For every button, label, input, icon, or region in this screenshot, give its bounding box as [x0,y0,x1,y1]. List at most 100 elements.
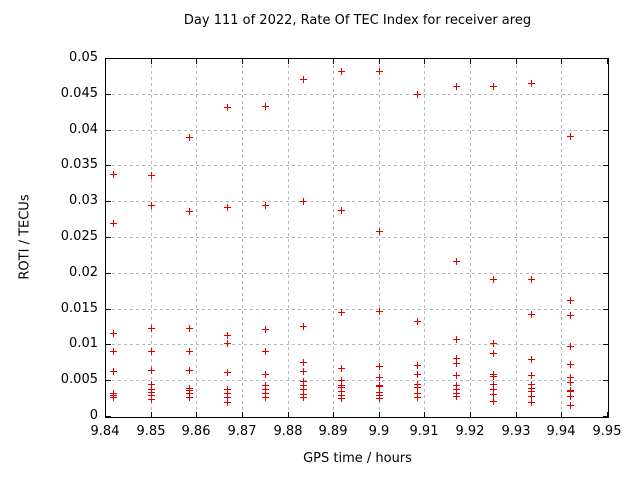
data-point-marker [148,325,156,333]
data-point-marker [262,202,270,210]
data-point-marker [186,134,193,142]
y-gridline [106,380,608,381]
y-tick-left [106,416,111,417]
data-point-marker [262,389,270,397]
x-tick-label: 9.93 [501,424,531,439]
data-point-marker [148,380,156,388]
y-tick-left [106,58,111,59]
x-tick-top [607,59,608,64]
data-point-marker [566,311,574,319]
data-point-marker [414,393,422,401]
data-point-marker [338,394,346,402]
x-tick-label: 9.86 [181,424,211,439]
x-tick-bottom [105,412,106,417]
data-point-marker [186,367,193,374]
data-point-marker [452,359,460,367]
y-tick-left [106,273,111,274]
data-point-marker [186,325,193,333]
y-tick-right [603,94,608,95]
data-point-marker [452,372,460,379]
y-gridline [106,237,608,238]
data-point-marker [224,369,232,377]
data-point-marker [148,367,156,374]
data-point-marker [528,387,536,395]
x-tick-top [561,59,562,64]
y-tick-left [106,344,111,345]
data-point-marker [452,354,460,362]
y-tick-right [603,273,608,274]
y-tick-label: 0.015 [60,301,98,316]
x-gridline [424,59,425,417]
data-point-marker [338,309,346,316]
data-point-marker [566,296,574,304]
data-point-marker [148,347,156,355]
data-point-marker [376,394,384,402]
y-tick-right [603,237,608,238]
x-tick-label: 9.9 [368,424,390,439]
data-point-marker [414,371,422,379]
data-point-marker [566,392,574,400]
x-gridline [288,59,289,417]
data-point-marker [414,90,422,98]
chart-title: Day 111 of 2022, Rate Of TEC Index for r… [183,13,532,28]
data-point-marker [490,83,498,91]
y-tick-right [603,380,608,381]
x-tick-label: 9.92 [455,424,485,439]
x-tick-label: 9.87 [227,424,257,439]
y-tick-left [106,380,111,381]
y-tick-label: 0.05 [69,50,98,65]
x-tick-bottom [379,412,380,417]
y-gridline [106,309,608,310]
data-point-marker [110,220,118,228]
y-tick-label: 0.04 [69,122,98,137]
data-point-marker [186,393,193,401]
x-tick-top [470,59,471,64]
y-tick-label: 0.025 [60,229,98,244]
data-point-marker [490,381,498,389]
data-point-marker [376,308,384,316]
y-tick-label: 0.03 [69,193,98,208]
y-gridline [106,273,608,274]
data-point-marker [414,389,422,397]
x-tick-top [288,59,289,64]
data-point-marker [566,374,574,382]
x-tick-bottom [424,412,425,417]
data-point-marker [566,388,574,396]
data-point-marker [566,342,574,350]
y-gridline [106,130,608,131]
y-tick-right [603,58,608,59]
data-point-marker [110,329,118,337]
data-point-marker [452,392,460,400]
data-point-marker [224,386,232,394]
data-point-marker [262,102,270,110]
data-point-marker [566,132,574,140]
data-point-marker [566,379,574,387]
x-gridline [470,59,471,417]
x-tick-top [516,59,517,64]
data-point-marker [452,83,460,91]
data-point-marker [490,339,498,347]
y-gridline [106,344,608,345]
data-point-marker [490,372,498,380]
data-point-marker [224,398,232,406]
x-gridline [561,59,562,417]
data-point-marker [414,317,422,325]
data-point-marker [300,76,308,84]
data-point-marker [186,208,193,215]
plot-area: 9.84 9.85 9.86 9.87 9.88 9.89 9.9 9.91 9.92 9.93 9… [61,50,622,439]
data-point-marker [528,79,536,87]
y-tick-left [106,130,111,131]
y-tick-right [603,344,608,345]
data-point-marker [338,388,346,396]
data-point-marker [148,396,156,404]
data-point-marker [300,359,308,367]
x-gridline [196,59,197,417]
y-gridline [106,165,608,166]
x-tick-top [151,59,152,64]
data-point-marker [300,386,308,394]
y-tick-label: 0.045 [60,86,98,101]
data-point-marker [110,393,118,401]
x-tick-bottom [288,412,289,417]
data-point-marker [566,360,574,368]
data-point-marker [224,331,232,339]
